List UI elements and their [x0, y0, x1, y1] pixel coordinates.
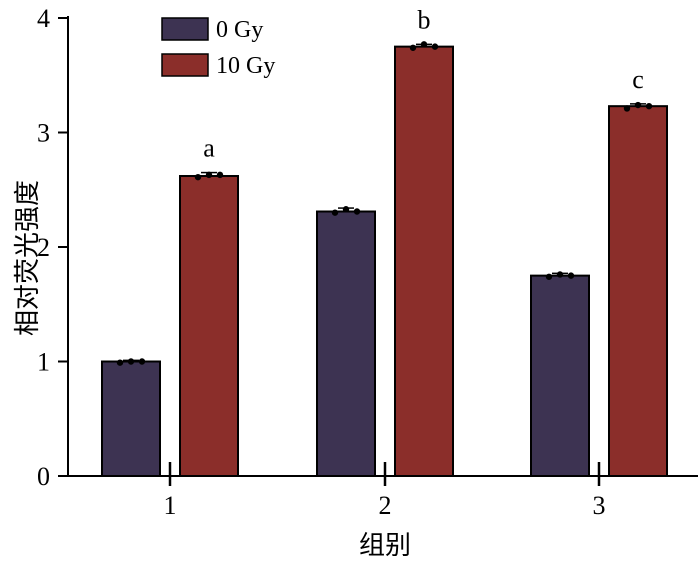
significance-label: b	[418, 5, 431, 34]
legend-swatch-series1	[161, 17, 209, 41]
y-tick-label: 2	[37, 233, 50, 262]
data-point	[420, 41, 428, 48]
x-axis-title: 组别	[359, 531, 411, 561]
data-point	[567, 272, 575, 279]
data-point	[353, 208, 361, 215]
x-tick-label: 1	[164, 491, 177, 520]
bar-series2-group2	[394, 45, 454, 477]
significance-label: a	[203, 134, 215, 163]
x-tick-label: 2	[379, 491, 392, 520]
x-tick-label: 3	[593, 491, 606, 520]
data-point	[216, 171, 224, 179]
y-tick-label: 0	[37, 462, 50, 491]
legend-swatch-series2	[161, 53, 209, 77]
bar-series1-group2	[316, 210, 376, 477]
y-axis-title: 相对荧光强度	[13, 180, 43, 336]
bar-series1-group1	[101, 360, 161, 477]
data-point	[342, 206, 350, 213]
data-point	[138, 358, 146, 365]
y-tick-label: 3	[37, 119, 50, 148]
axes-layer: 0 1 2 3 4 1 2 3	[37, 4, 698, 520]
data-point	[545, 273, 553, 280]
bar-series2-group3	[608, 105, 668, 477]
legend-label-series2: 10 Gy	[216, 53, 275, 79]
bar-series2-group1	[179, 175, 239, 477]
bars-layer: a b c	[101, 5, 668, 477]
data-point	[431, 43, 439, 50]
significance-label: c	[632, 65, 644, 94]
data-point	[409, 44, 417, 51]
data-point	[205, 171, 213, 179]
data-point	[116, 359, 124, 366]
legend-label-series1: 0 Gy	[216, 17, 263, 43]
data-point	[556, 271, 564, 278]
data-point	[645, 102, 653, 110]
y-tick-label: 1	[37, 348, 50, 377]
data-point	[623, 105, 631, 112]
legend: 0 Gy 10 Gy	[161, 17, 275, 79]
data-point	[127, 358, 135, 365]
y-tick-label: 4	[37, 4, 50, 33]
bar-series1-group3	[530, 274, 590, 477]
data-point	[331, 209, 339, 216]
data-point	[634, 101, 642, 109]
data-point	[194, 173, 202, 181]
